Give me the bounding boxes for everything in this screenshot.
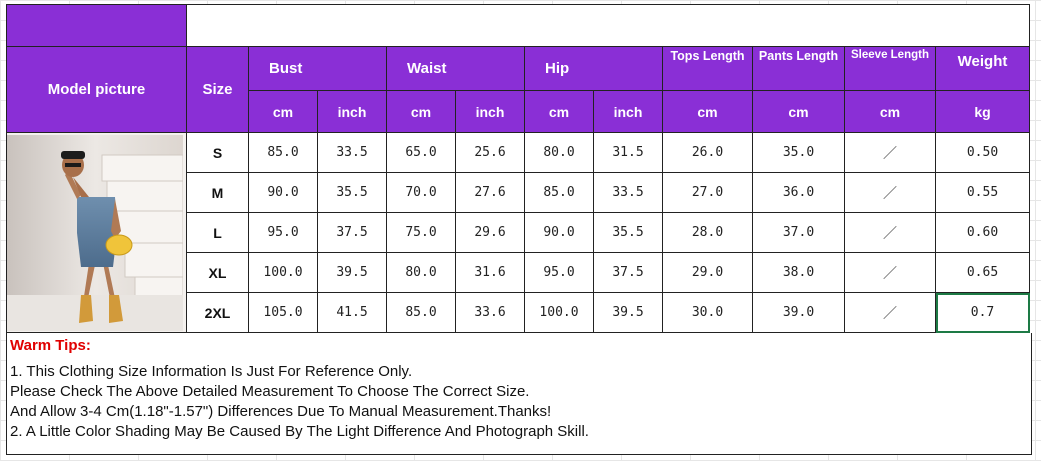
pants-length-cm-unit[interactable]: cm — [752, 90, 845, 133]
bust-cm-value[interactable]: 100.0 — [248, 252, 318, 293]
tops-length-cm-unit[interactable]: cm — [662, 90, 753, 133]
weight-value[interactable]: 0.55 — [935, 172, 1030, 213]
size-label[interactable]: S — [186, 132, 249, 173]
pants-length-value[interactable]: 39.0 — [752, 292, 845, 333]
tip-line: 2. A Little Color Shading May Be Caused … — [10, 423, 589, 440]
hip-cm-value[interactable]: 90.0 — [524, 212, 594, 253]
pants-length-value[interactable]: 36.0 — [752, 172, 845, 213]
bust-header[interactable]: Bust — [248, 46, 387, 91]
tops-length-value[interactable]: 28.0 — [662, 212, 753, 253]
sleeve-length-header[interactable]: Sleeve Length — [844, 46, 936, 91]
size-label[interactable]: XL — [186, 252, 249, 293]
table-row: M 90.0 35.5 70.0 27.6 85.0 33.5 27.0 36.… — [7, 172, 1030, 213]
bust-inch-unit[interactable]: inch — [317, 90, 387, 133]
waist-cm-value[interactable]: 80.0 — [386, 252, 456, 293]
header-top-row — [6, 4, 1030, 47]
sleeve-length-value[interactable]: ／ — [844, 172, 936, 213]
pants-length-value[interactable]: 38.0 — [752, 252, 845, 293]
table-row: 2XL 105.0 41.5 85.0 33.6 100.0 39.5 30.0… — [7, 292, 1030, 333]
size-header[interactable]: Size — [186, 46, 249, 133]
hip-inch-value[interactable]: 31.5 — [593, 132, 663, 173]
weight-value[interactable]: 0.60 — [935, 212, 1030, 253]
hip-inch-value[interactable]: 35.5 — [593, 212, 663, 253]
waist-header[interactable]: Waist — [386, 46, 525, 91]
tops-length-value[interactable]: 27.0 — [662, 172, 753, 213]
bust-cm-value[interactable]: 85.0 — [248, 132, 318, 173]
waist-cm-value[interactable]: 85.0 — [386, 292, 456, 333]
bust-cm-value[interactable]: 105.0 — [248, 292, 318, 333]
size-label[interactable]: L — [186, 212, 249, 253]
table-row: S 85.0 33.5 65.0 25.6 80.0 31.5 26.0 35.… — [6, 132, 1030, 333]
bust-inch-value[interactable]: 39.5 — [317, 252, 387, 293]
bust-inch-value[interactable]: 35.5 — [317, 172, 387, 213]
size-chart-table: Model picture Size Bust Waist Hip Tops L… — [6, 4, 1030, 333]
header-corner-cell[interactable] — [6, 4, 187, 47]
model-picture-header[interactable]: Model picture — [6, 46, 187, 133]
warm-tips-box[interactable]: Warm Tips: 1. This Clothing Size Informa… — [6, 333, 1032, 455]
title-blank-cell[interactable] — [186, 4, 1030, 47]
waist-cm-unit[interactable]: cm — [386, 90, 456, 133]
weight-value[interactable]: 0.65 — [935, 252, 1030, 293]
warm-tips-title: Warm Tips: — [10, 337, 91, 354]
hip-inch-value[interactable]: 37.5 — [593, 252, 663, 293]
sleeve-length-value[interactable]: ／ — [844, 252, 936, 293]
tops-length-value[interactable]: 26.0 — [662, 132, 753, 173]
header-unit-row: cm inch cm inch cm inch cm cm cm kg — [7, 90, 1030, 133]
size-label[interactable]: 2XL — [186, 292, 249, 333]
weight-value[interactable]: 0.50 — [935, 132, 1030, 173]
model-photo[interactable] — [6, 132, 187, 333]
waist-inch-value[interactable]: 31.6 — [455, 252, 525, 293]
hip-cm-value[interactable]: 85.0 — [524, 172, 594, 213]
tops-length-value[interactable]: 29.0 — [662, 252, 753, 293]
hip-cm-unit[interactable]: cm — [524, 90, 594, 133]
hip-cm-value[interactable]: 80.0 — [524, 132, 594, 173]
header-measurement-row: Model picture Size Bust Waist Hip Tops L… — [6, 46, 1030, 133]
waist-inch-value[interactable]: 27.6 — [455, 172, 525, 213]
pants-length-value[interactable]: 37.0 — [752, 212, 845, 253]
waist-cm-value[interactable]: 65.0 — [386, 132, 456, 173]
weight-kg-unit[interactable]: kg — [935, 90, 1030, 133]
waist-cm-value[interactable]: 70.0 — [386, 172, 456, 213]
bust-cm-unit[interactable]: cm — [248, 90, 318, 133]
bust-inch-value[interactable]: 33.5 — [317, 132, 387, 173]
tops-length-value[interactable]: 30.0 — [662, 292, 753, 333]
hip-cm-value[interactable]: 100.0 — [524, 292, 594, 333]
waist-inch-value[interactable]: 25.6 — [455, 132, 525, 173]
hip-cm-value[interactable]: 95.0 — [524, 252, 594, 293]
size-label[interactable]: M — [186, 172, 249, 213]
table-row: L 95.0 37.5 75.0 29.6 90.0 35.5 28.0 37.… — [7, 212, 1030, 253]
waist-inch-unit[interactable]: inch — [455, 90, 525, 133]
bust-cm-value[interactable]: 90.0 — [248, 172, 318, 213]
hip-inch-value[interactable]: 33.5 — [593, 172, 663, 213]
bust-cm-value[interactable]: 95.0 — [248, 212, 318, 253]
hip-inch-value[interactable]: 39.5 — [593, 292, 663, 333]
weight-value-selected-cell[interactable]: 0.7 — [935, 292, 1030, 333]
pants-length-value[interactable]: 35.0 — [752, 132, 845, 173]
pants-length-header[interactable]: Pants Length — [752, 46, 845, 91]
tip-line: 1. This Clothing Size Information Is Jus… — [10, 363, 413, 380]
tip-line: And Allow 3-4 Cm(1.18"-1.57") Difference… — [10, 403, 552, 420]
table-row: XL 100.0 39.5 80.0 31.6 95.0 37.5 29.0 3… — [7, 252, 1030, 293]
tip-line: Please Check The Above Detailed Measurem… — [10, 383, 530, 400]
bust-inch-value[interactable]: 41.5 — [317, 292, 387, 333]
weight-header[interactable]: Weight — [935, 46, 1030, 91]
waist-inch-value[interactable]: 29.6 — [455, 212, 525, 253]
tops-length-header[interactable]: Tops Length — [662, 46, 753, 91]
hip-header[interactable]: Hip — [524, 46, 663, 91]
sleeve-length-value[interactable]: ／ — [844, 212, 936, 253]
waist-cm-value[interactable]: 75.0 — [386, 212, 456, 253]
waist-inch-value[interactable]: 33.6 — [455, 292, 525, 333]
sleeve-length-value[interactable]: ／ — [844, 292, 936, 333]
bust-inch-value[interactable]: 37.5 — [317, 212, 387, 253]
sleeve-length-cm-unit[interactable]: cm — [844, 90, 936, 133]
model-photo-illustration — [7, 134, 183, 331]
hip-inch-unit[interactable]: inch — [593, 90, 663, 133]
sleeve-length-value[interactable]: ／ — [844, 132, 936, 173]
